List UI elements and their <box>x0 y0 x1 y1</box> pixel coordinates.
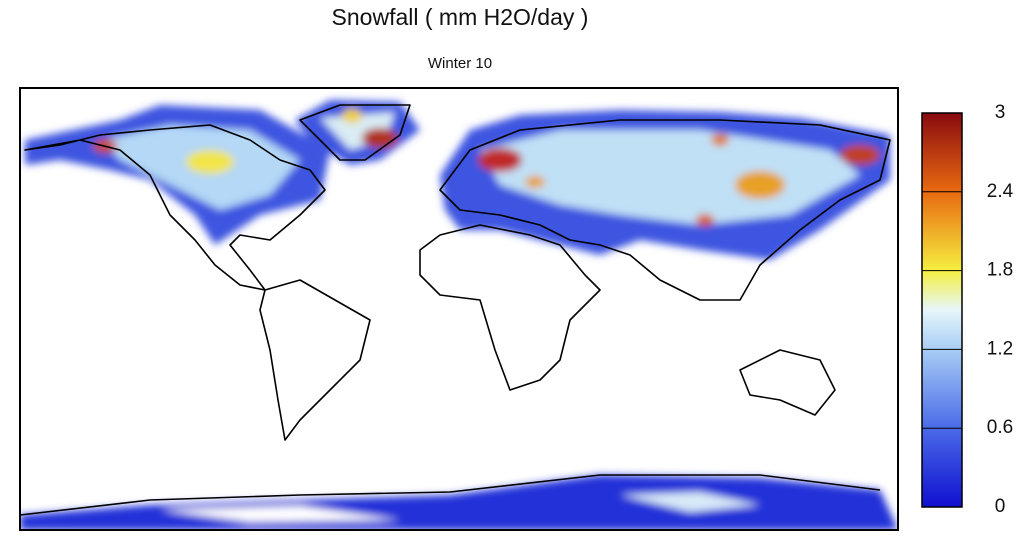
snowfall-field <box>20 100 898 530</box>
coastlines <box>20 104 891 516</box>
map-frame <box>19 87 899 531</box>
subtitle: Winter 10 <box>428 55 492 72</box>
colorbar-tick-label: 1.8 <box>987 260 1013 281</box>
colorbar <box>921 112 963 508</box>
colorbar-tick-label: 0.6 <box>987 417 1013 438</box>
colorbar-tick-label: 1.2 <box>987 338 1013 359</box>
colorbar-tick-label: 2.4 <box>987 181 1014 202</box>
map <box>20 88 898 530</box>
title: Snowfall ( mm H2O/day ) <box>332 4 589 30</box>
colorbar-tick-label: 0 <box>995 496 1006 517</box>
colorbar-tick-label: 3 <box>995 102 1006 123</box>
